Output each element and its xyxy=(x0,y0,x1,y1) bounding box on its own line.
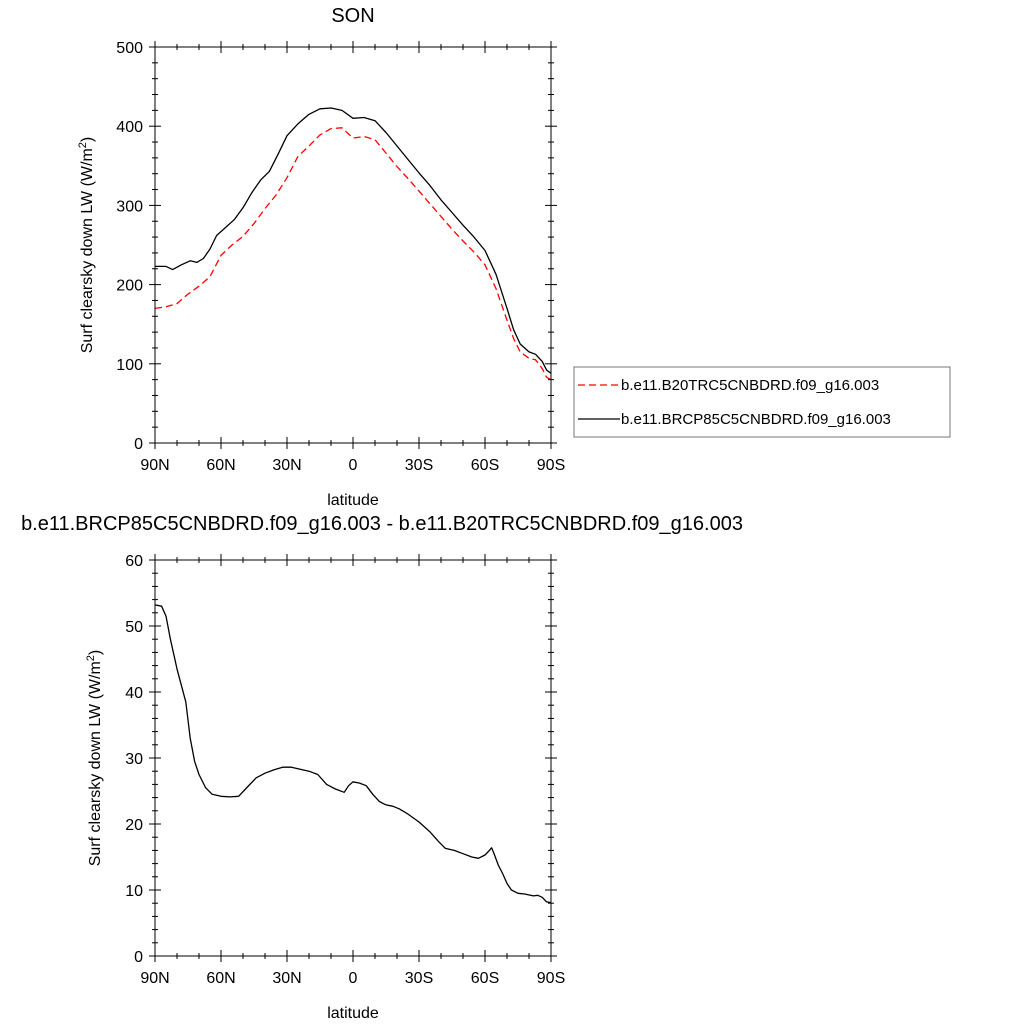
bottom-chart-title: b.e11.BRCP85C5CNBDRD.f09_g16.003 - b.e11… xyxy=(21,513,743,535)
top-x-axis-label: latitude xyxy=(327,492,379,509)
bottom-x-axis-label: latitude xyxy=(327,1005,379,1022)
bottom-y-tick-label: 50 xyxy=(125,619,143,636)
top-y-tick-label: 300 xyxy=(116,198,143,215)
top-y-tick-label: 400 xyxy=(116,119,143,136)
top-x-tick-label: 60S xyxy=(471,457,499,474)
top-ticks: 90N 60N 30N 0 30S 60S 90S 0 100 200 300 400 500 xyxy=(116,40,565,474)
top-x-tick-label: 0 xyxy=(349,457,358,474)
bottom-x-tick-label: 30N xyxy=(272,970,301,987)
legend-label-rcp85: b.e11.BRCP85C5CNBDRD.f09_g16.003 xyxy=(621,411,891,428)
bottom-x-tick-label: 30S xyxy=(405,970,433,987)
top-y-tick-label: 200 xyxy=(116,278,143,295)
legend-box xyxy=(573,366,951,438)
bottom-chart: b.e11.BRCP85C5CNBDRD.f09_g16.003 - b.e11… xyxy=(21,513,743,1022)
bottom-y-axis-label: Surf clearsky down LW (W/m2) xyxy=(85,650,104,867)
bottom-y-tick-label: 30 xyxy=(125,751,143,768)
top-x-tick-label: 60N xyxy=(206,457,235,474)
bottom-ticks: 90N 60N 30N 0 30S 60S 90S 0 10 20 30 40 50 60 xyxy=(125,553,565,987)
top-y-tick-label: 100 xyxy=(116,357,143,374)
bottom-x-tick-label: 60S xyxy=(471,970,499,987)
top-x-tick-label: 90S xyxy=(537,457,565,474)
top-legend: b.e11.B20TRC5CNBDRD.f09_g16.003 b.e11.BR… xyxy=(573,366,951,438)
top-series-line-0 xyxy=(154,127,552,381)
bottom-x-tick-label: 90S xyxy=(537,970,565,987)
top-chart-title: SON xyxy=(331,5,374,27)
top-plot-frame xyxy=(154,46,552,444)
bottom-x-tick-label: 0 xyxy=(349,970,358,987)
top-chart: SON 90N 60N 30N 0 30S 60S 90S0100200300400500 … xyxy=(77,5,951,509)
bottom-series-line-0 xyxy=(154,604,552,904)
bottom-plot-frame xyxy=(154,559,552,957)
bottom-y-tick-label: 40 xyxy=(125,685,143,702)
bottom-y-tick-label: 20 xyxy=(125,817,143,834)
top-x-tick-label: 30S xyxy=(405,457,433,474)
bottom-series-group xyxy=(154,604,552,904)
top-y-tick-label: 500 xyxy=(116,40,143,57)
bottom-x-tick-label: 60N xyxy=(206,970,235,987)
top-series-group xyxy=(154,107,552,381)
top-series-line-1 xyxy=(155,107,552,374)
bottom-y-tick-label: 0 xyxy=(134,949,143,966)
legend-label-historical: b.e11.B20TRC5CNBDRD.f09_g16.003 xyxy=(621,377,879,394)
bottom-y-tick-label: 60 xyxy=(125,553,143,570)
bottom-x-tick-label: 90N xyxy=(140,970,169,987)
top-x-tick-label: 30N xyxy=(272,457,301,474)
top-y-tick-label: 0 xyxy=(134,436,143,453)
bottom-y-tick-label: 10 xyxy=(125,883,143,900)
top-y-axis-label: Surf clearsky down LW (W/m2) xyxy=(77,137,96,354)
top-x-tick-label: 90N xyxy=(140,457,169,474)
